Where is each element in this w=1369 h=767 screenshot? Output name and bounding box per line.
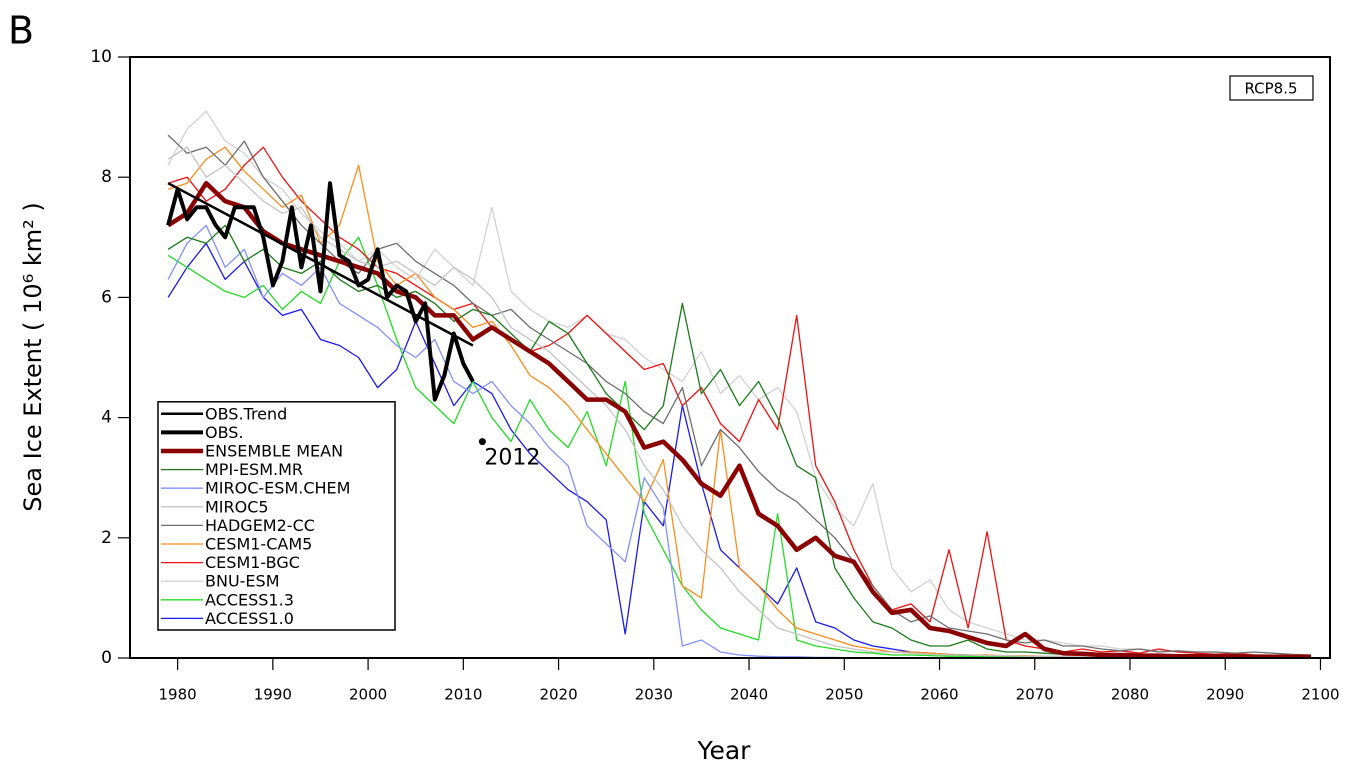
series-line <box>167 224 1311 658</box>
x-tick-label: 2030 <box>635 686 673 704</box>
panel-label: B <box>8 9 34 53</box>
annotation-point <box>478 438 486 446</box>
x-tick-label: 2070 <box>1016 686 1054 704</box>
y-tick-label: 6 <box>101 287 112 307</box>
legend-label: ACCESS1.0 <box>205 609 294 628</box>
plot-frame <box>129 56 1331 659</box>
x-tick-label: 1990 <box>254 686 292 704</box>
legend-label: ACCESS1.3 <box>205 590 294 609</box>
y-tick-label: 2 <box>101 528 112 548</box>
series-line <box>167 182 474 347</box>
series-line <box>166 181 475 402</box>
y-tick-label: 0 <box>101 648 112 668</box>
legend-label: MIROC-ESM.CHEM <box>205 479 350 498</box>
x-tick-label: 2000 <box>349 686 387 704</box>
series-line <box>167 134 1312 656</box>
y-tick-label: 4 <box>101 408 112 428</box>
x-tick-label: 2050 <box>825 686 863 704</box>
inset-box <box>1229 75 1314 101</box>
legend-label: BNU-ESM <box>205 572 280 591</box>
x-tick-label: 2060 <box>920 686 958 704</box>
legend-label: CESM1-BGC <box>205 553 300 572</box>
x-tick-label: 2040 <box>730 686 768 704</box>
legend-label: ENSEMBLE MEAN <box>205 442 343 461</box>
x-tick-label: 2020 <box>539 686 577 704</box>
y-tick-label: 10 <box>90 47 112 67</box>
x-tick-label: 2090 <box>1206 686 1244 704</box>
x-tick-label: 1980 <box>159 686 197 704</box>
x-tick-label: 2100 <box>1301 686 1339 704</box>
plot-lines <box>166 110 1312 658</box>
legend-label: OBS.Trend <box>205 404 287 423</box>
x-tick-label: 2010 <box>444 686 482 704</box>
y-axis-title: Sea Ice Extent ( 10⁶ km² ) <box>19 202 47 511</box>
legend-box <box>157 401 396 631</box>
legend-label: CESM1-CAM5 <box>205 535 312 554</box>
legend-label: OBS. <box>205 423 244 442</box>
legend-label: MPI-ESM.MR <box>205 460 303 479</box>
inset-label: RCP8.5 <box>1244 80 1297 98</box>
series-line <box>166 180 1311 658</box>
x-tick-label: 2080 <box>1111 686 1149 704</box>
legend-label: HADGEM2-CC <box>205 516 315 535</box>
y-tick-label: 8 <box>101 167 112 187</box>
x-axis-title: Year <box>697 736 752 765</box>
legend-label: MIROC5 <box>205 497 269 516</box>
annotation-label: 2012 <box>484 446 540 471</box>
